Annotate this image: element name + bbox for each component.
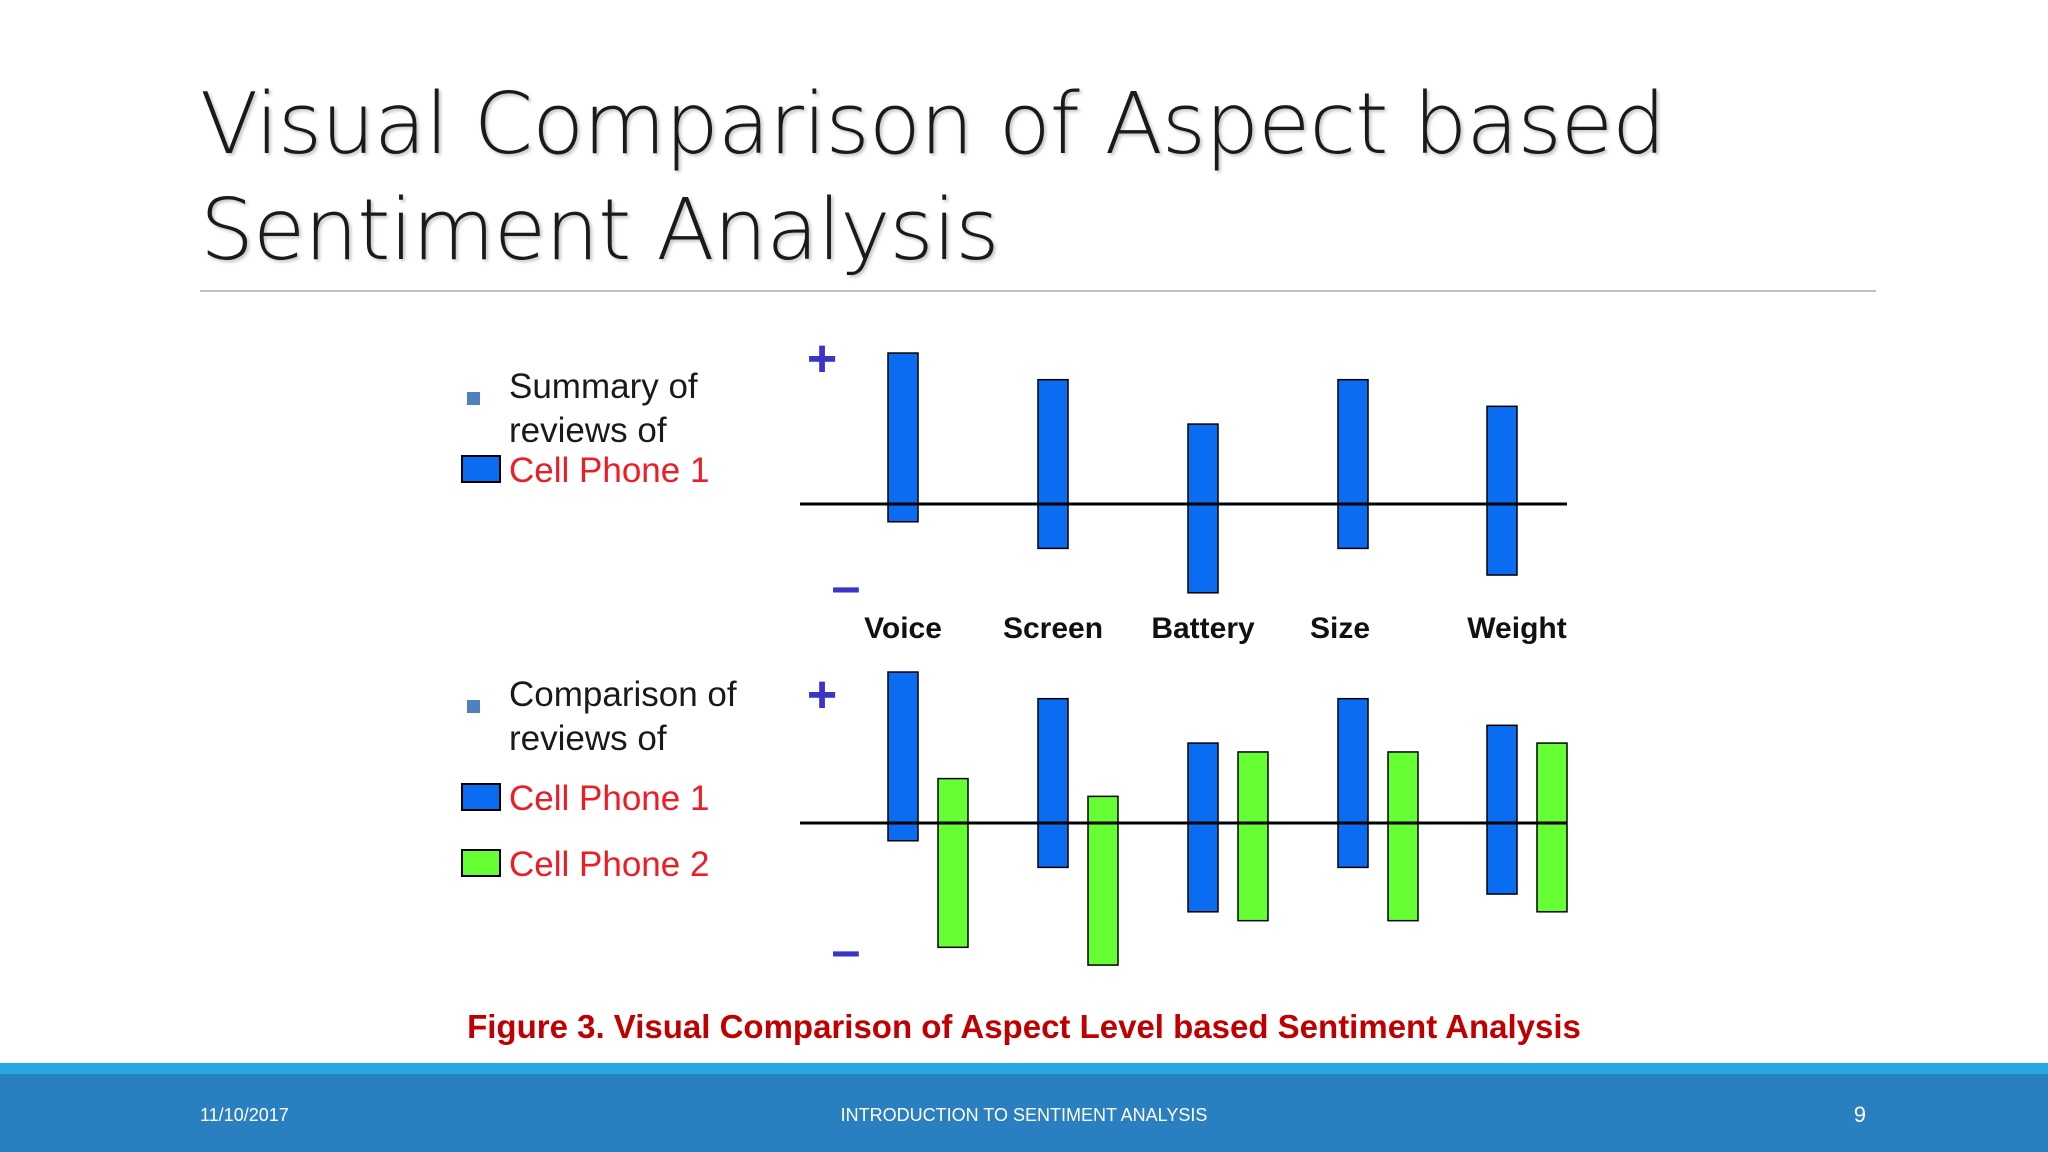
bar-weight-series-1 [1486, 405, 1518, 576]
legend-swatch [461, 849, 501, 877]
footer-accent-bar [0, 1063, 2048, 1074]
bar-size-series-2 [1387, 751, 1419, 922]
bar-size-series-1 [1337, 697, 1369, 869]
bar-battery-series-1 [1187, 423, 1219, 594]
chart-panel-2: Comparison of reviews of Cell Phone 1 Cell … [461, 666, 1568, 980]
category-label-screen: Screen [1003, 612, 1103, 645]
legend-swatch [461, 783, 501, 811]
bar-size-series-1 [1337, 378, 1369, 550]
positive-axis-label: + [807, 330, 837, 388]
footer-title: INTRODUCTION TO SENTIMENT ANALYSIS [840, 1105, 1208, 1125]
bar-weight-series-1 [1486, 724, 1518, 895]
category-label-weight: Weight [1467, 612, 1566, 645]
footer-bar: 11/10/2017 INTRODUCTION TO SENTIMENT ANA… [0, 1074, 2048, 1152]
legend-heading-line: Comparison of [509, 675, 737, 714]
bar-screen-series-1 [1037, 378, 1069, 550]
positive-axis-label: + [807, 666, 837, 724]
bar-voice-series-2 [937, 777, 969, 949]
footer-date: 11/10/2017 [200, 1105, 289, 1125]
legend-heading-line: reviews of [509, 719, 667, 758]
figure-caption: Figure 3. Visual Comparison of Aspect Le… [467, 1008, 1581, 1045]
bar-voice-series-1 [887, 671, 919, 842]
legend-series-label: Cell Phone 2 [509, 845, 709, 884]
bar-weight-series-2 [1536, 742, 1568, 913]
legend-swatch [461, 455, 501, 483]
legend-heading-line: reviews of [509, 411, 667, 450]
bar-voice-series-1 [887, 352, 919, 523]
category-label-voice: Voice [864, 612, 942, 645]
category-label-size: Size [1310, 612, 1370, 645]
legend-bullet [467, 392, 480, 405]
title-line-2: Sentiment Analysis [200, 181, 1000, 280]
title-divider [200, 290, 1876, 292]
title-line-1: Visual Comparison of Aspect based [200, 75, 1666, 174]
negative-axis-label: – [832, 558, 861, 616]
bar-battery-series-1 [1187, 742, 1219, 913]
legend-series-label: Cell Phone 1 [509, 451, 709, 490]
page-number: 9 [1853, 1102, 1866, 1127]
slide-title: Visual Comparison of Aspect based Sentime… [200, 72, 1900, 284]
bar-screen-series-1 [1037, 697, 1069, 869]
legend-bullet [467, 700, 480, 713]
legend-heading-line: Summary of [509, 367, 698, 406]
negative-axis-label: – [832, 922, 861, 980]
legend-series-label: Cell Phone 1 [509, 779, 709, 818]
bar-battery-series-2 [1237, 751, 1269, 922]
category-label-battery: Battery [1151, 612, 1255, 645]
